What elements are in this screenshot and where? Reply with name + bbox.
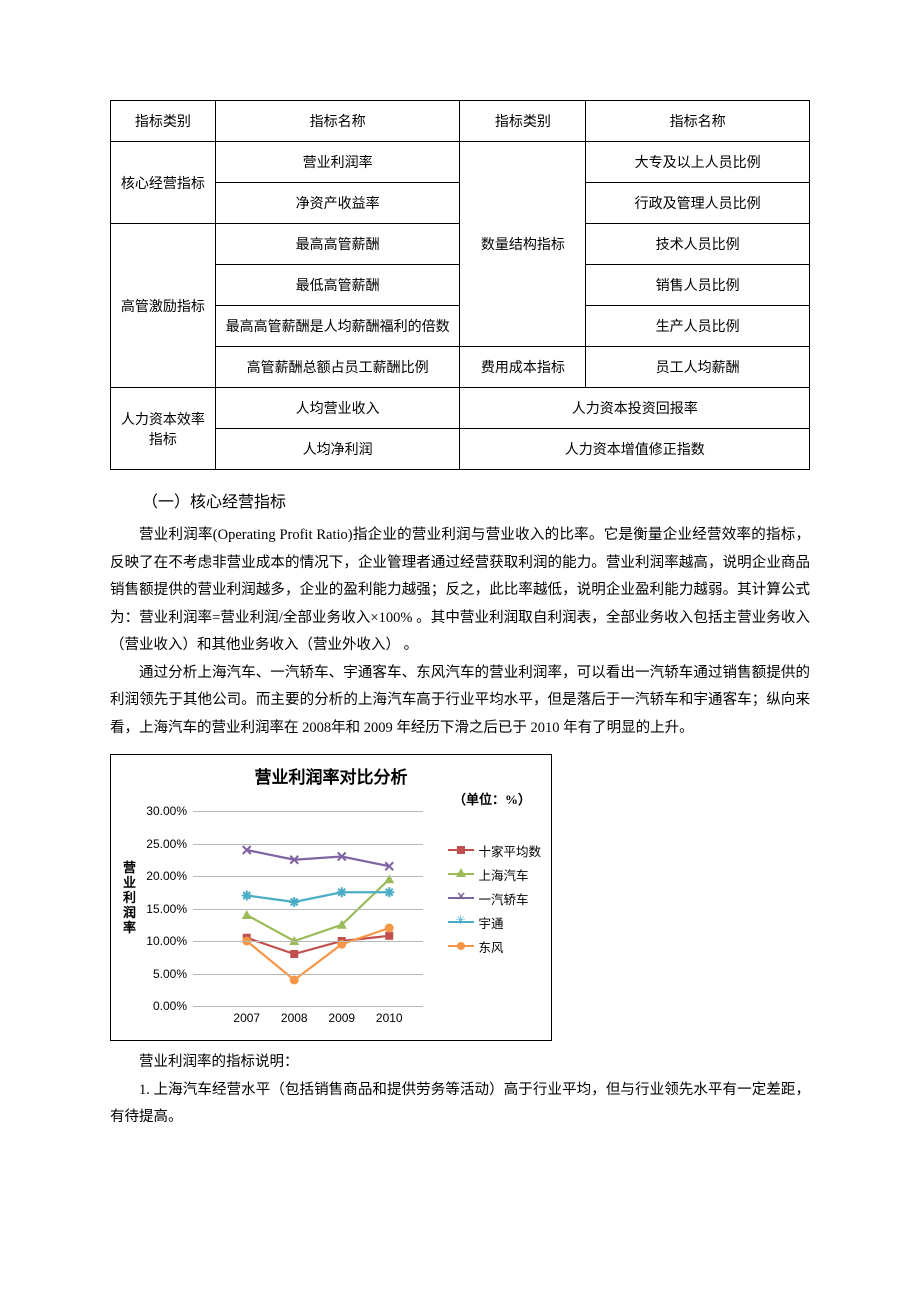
cell: 最低高管薪酬 — [215, 265, 460, 306]
paragraph-2: 通过分析上海汽车、一汽轿车、宇通客车、东风汽车的营业利润率，可以看出一汽轿车通过… — [110, 660, 810, 743]
cat-cost: 费用成本指标 — [460, 347, 586, 388]
cat-exec: 高管激励指标 — [111, 224, 216, 388]
paragraph-3-label: 营业利润率的指标说明： — [110, 1049, 810, 1077]
legend-label: 上海汽车 — [478, 865, 528, 884]
legend-item: 东风 — [448, 937, 541, 955]
section-heading: （一）核心经营指标 — [110, 488, 810, 512]
legend-label: 一汽轿车 — [478, 889, 528, 908]
y-tick: 0.00% — [133, 999, 187, 1013]
cell: 最高高管薪酬 — [215, 224, 460, 265]
chart-title: 营业利润率对比分析 — [111, 763, 551, 788]
cell: 生产人员比例 — [586, 306, 810, 347]
legend-label: 东风 — [478, 937, 503, 956]
cell: 人均营业收入 — [215, 388, 460, 429]
cell: 最高高管薪酬是人均薪酬福利的倍数 — [215, 306, 460, 347]
x-tick: 2009 — [322, 1011, 362, 1025]
cell: 人均净利润 — [215, 429, 460, 470]
chart-unit: （单位：%） — [453, 789, 531, 808]
y-tick: 5.00% — [133, 967, 187, 981]
y-tick: 10.00% — [133, 934, 187, 948]
legend-label: 十家平均数 — [478, 841, 541, 860]
cell: 人力资本投资回报率 — [460, 388, 810, 429]
cell: 人力资本增值修正指数 — [460, 429, 810, 470]
cell: 营业利润率 — [215, 142, 460, 183]
y-tick: 20.00% — [133, 869, 187, 883]
legend-item: ✕一汽轿车 — [448, 889, 541, 907]
x-tick: 2007 — [227, 1011, 267, 1025]
y-tick: 25.00% — [133, 837, 187, 851]
cell: 技术人员比例 — [586, 224, 810, 265]
y-tick: 15.00% — [133, 902, 187, 916]
cat-hr-eff: 人力资本效率指标 — [111, 388, 216, 470]
indicator-table: 指标类别 指标名称 指标类别 指标名称 核心经营指标 营业利润率 数量结构指标 … — [110, 100, 810, 470]
th-name1: 指标名称 — [215, 101, 460, 142]
legend: 十家平均数上海汽车 ✕一汽轿车 ✳宇通东风 — [448, 835, 541, 961]
document-page: 指标类别 指标名称 指标类别 指标名称 核心经营指标 营业利润率 数量结构指标 … — [0, 0, 920, 1192]
th-name2: 指标名称 — [586, 101, 810, 142]
paragraph-4: 1. 上海汽车经营水平（包括销售商品和提供劳务等活动）高于行业平均，但与行业领先… — [110, 1077, 810, 1132]
th-cat2: 指标类别 — [460, 101, 586, 142]
x-tick: 2010 — [369, 1011, 409, 1025]
cat-qty: 数量结构指标 — [460, 142, 586, 347]
plot-area: 0.00%5.00%10.00%15.00%20.00%25.00%30.00%… — [193, 811, 423, 1006]
cell: 员工人均薪酬 — [586, 347, 810, 388]
cell: 大专及以上人员比例 — [586, 142, 810, 183]
profit-ratio-chart: 营业利润率对比分析 （单位：%） 营业利润率 0.00%5.00%10.00%1… — [110, 754, 552, 1041]
table-header-row: 指标类别 指标名称 指标类别 指标名称 — [111, 101, 810, 142]
legend-label: 宇通 — [478, 913, 503, 932]
cell: 销售人员比例 — [586, 265, 810, 306]
cell: 高管薪酬总额占员工薪酬比例 — [215, 347, 460, 388]
legend-item: ✳宇通 — [448, 913, 541, 931]
cell: 行政及管理人员比例 — [586, 183, 810, 224]
y-tick: 30.00% — [133, 804, 187, 818]
legend-item: 十家平均数 — [448, 841, 541, 859]
cat-core: 核心经营指标 — [111, 142, 216, 224]
th-cat1: 指标类别 — [111, 101, 216, 142]
legend-item: 上海汽车 — [448, 865, 541, 883]
paragraph-1: 营业利润率(Operating Profit Ratio)指企业的营业利润与营业… — [110, 522, 810, 660]
x-tick: 2008 — [274, 1011, 314, 1025]
cell: 净资产收益率 — [215, 183, 460, 224]
